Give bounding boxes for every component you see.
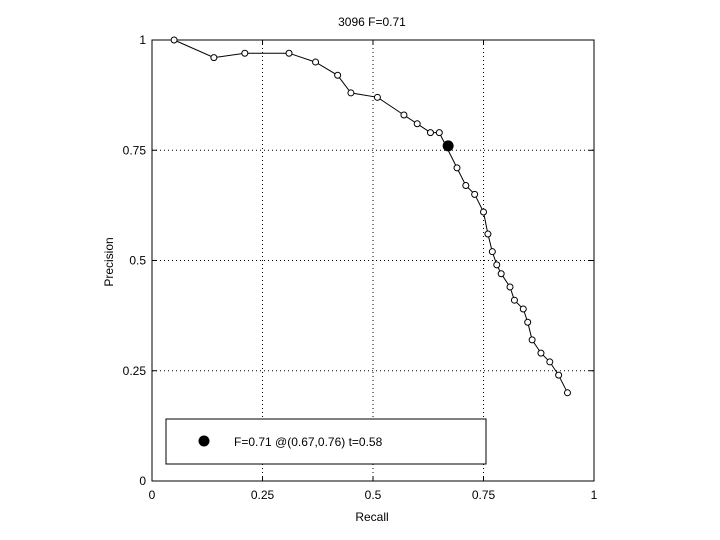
legend-marker [198, 435, 210, 447]
data-point [563, 389, 571, 397]
y-tick-label: 0.25 [123, 364, 147, 378]
data-point [241, 49, 249, 57]
y-tick-label: 1 [139, 33, 146, 47]
data-point [400, 111, 408, 119]
data-point [347, 89, 355, 97]
data-point [484, 230, 492, 238]
data-point [426, 129, 434, 137]
data-point [497, 270, 505, 278]
legend-box [165, 418, 487, 465]
x-tick-label: 1 [591, 488, 598, 502]
x-tick-label: 0.75 [472, 488, 496, 502]
data-point [210, 54, 218, 62]
x-tick-label: 0.25 [251, 488, 275, 502]
grid-lines [152, 40, 594, 481]
series-layer [170, 36, 571, 397]
y-tick-label: 0 [139, 474, 146, 488]
axis-ticks: 0 0.25 0.5 0.75 1 0 0.25 0.5 0.75 1 [123, 33, 598, 502]
chart-title: 3096 F=0.71 [338, 15, 406, 29]
data-point [519, 305, 527, 313]
data-point [453, 164, 461, 172]
data-point [170, 36, 178, 44]
data-point [506, 283, 514, 291]
legend: F=0.71 @(0.67,0.76) t=0.58 [165, 418, 487, 465]
x-tick-label: 0.5 [365, 488, 382, 502]
legend-label: F=0.71 @(0.67,0.76) t=0.58 [234, 435, 383, 449]
data-point [312, 58, 320, 66]
data-point [480, 208, 487, 216]
x-tick-label: 0 [149, 488, 156, 502]
y-tick-label: 0.75 [123, 143, 147, 157]
data-point [555, 371, 563, 379]
data-point [285, 49, 293, 57]
data-point [334, 71, 342, 79]
y-tick-label: 0.5 [129, 254, 146, 268]
optimal-point [442, 140, 454, 152]
data-point [510, 296, 518, 304]
data-point [435, 129, 443, 137]
data-point [537, 349, 545, 357]
data-point [471, 190, 479, 198]
data-point [546, 358, 554, 366]
y-axis-label: Precision [102, 237, 116, 286]
data-point [373, 93, 381, 101]
x-axis-label: Recall [355, 510, 388, 524]
data-point [524, 318, 532, 326]
data-point [462, 182, 470, 190]
data-point [488, 248, 496, 256]
data-point [413, 120, 421, 128]
data-point [528, 336, 536, 344]
data-point [493, 261, 501, 269]
